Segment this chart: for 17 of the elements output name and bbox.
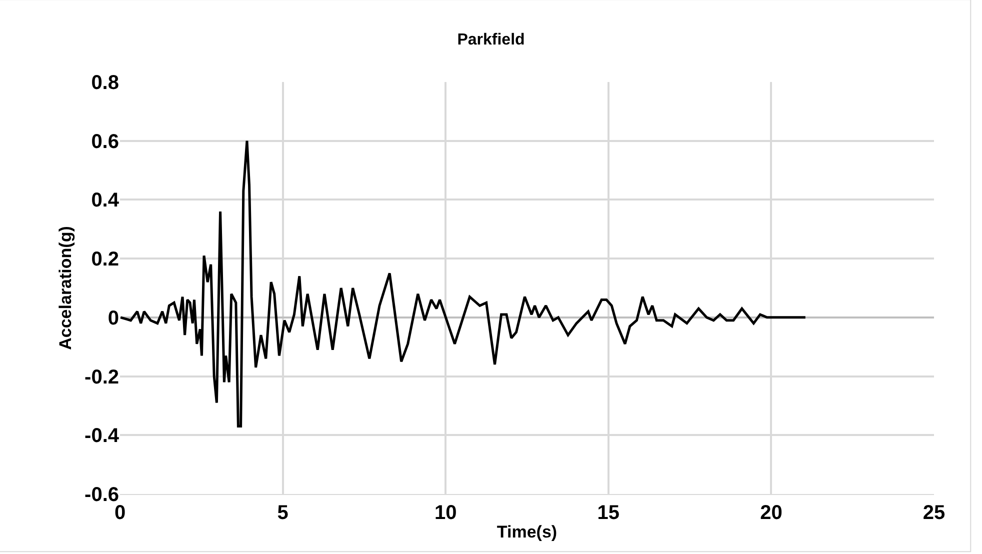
y-tick-label: 0.4 <box>91 190 120 212</box>
y-tick-label: -0.2 <box>84 366 119 388</box>
y-tick-label: 0.8 <box>91 72 119 94</box>
y-axis-title: Accelaration(g) <box>56 226 76 350</box>
x-tick-label: 25 <box>922 502 946 524</box>
y-tick-label: 0.6 <box>91 130 119 153</box>
y-tick-label: -0.6 <box>84 484 119 506</box>
y-tick-label: 0.2 <box>91 248 119 271</box>
x-tick-label: 20 <box>760 502 782 524</box>
x-axis-title: Time(s) <box>496 522 558 542</box>
x-tick-label: 5 <box>277 502 288 524</box>
line-series <box>120 140 807 428</box>
chart-title: Parkfield <box>457 31 525 48</box>
x-tick-label: 15 <box>597 502 620 524</box>
y-tick-label: 0 <box>108 307 119 330</box>
y-tick-label: -0.4 <box>84 425 120 448</box>
x-tick-label: 10 <box>434 502 457 524</box>
